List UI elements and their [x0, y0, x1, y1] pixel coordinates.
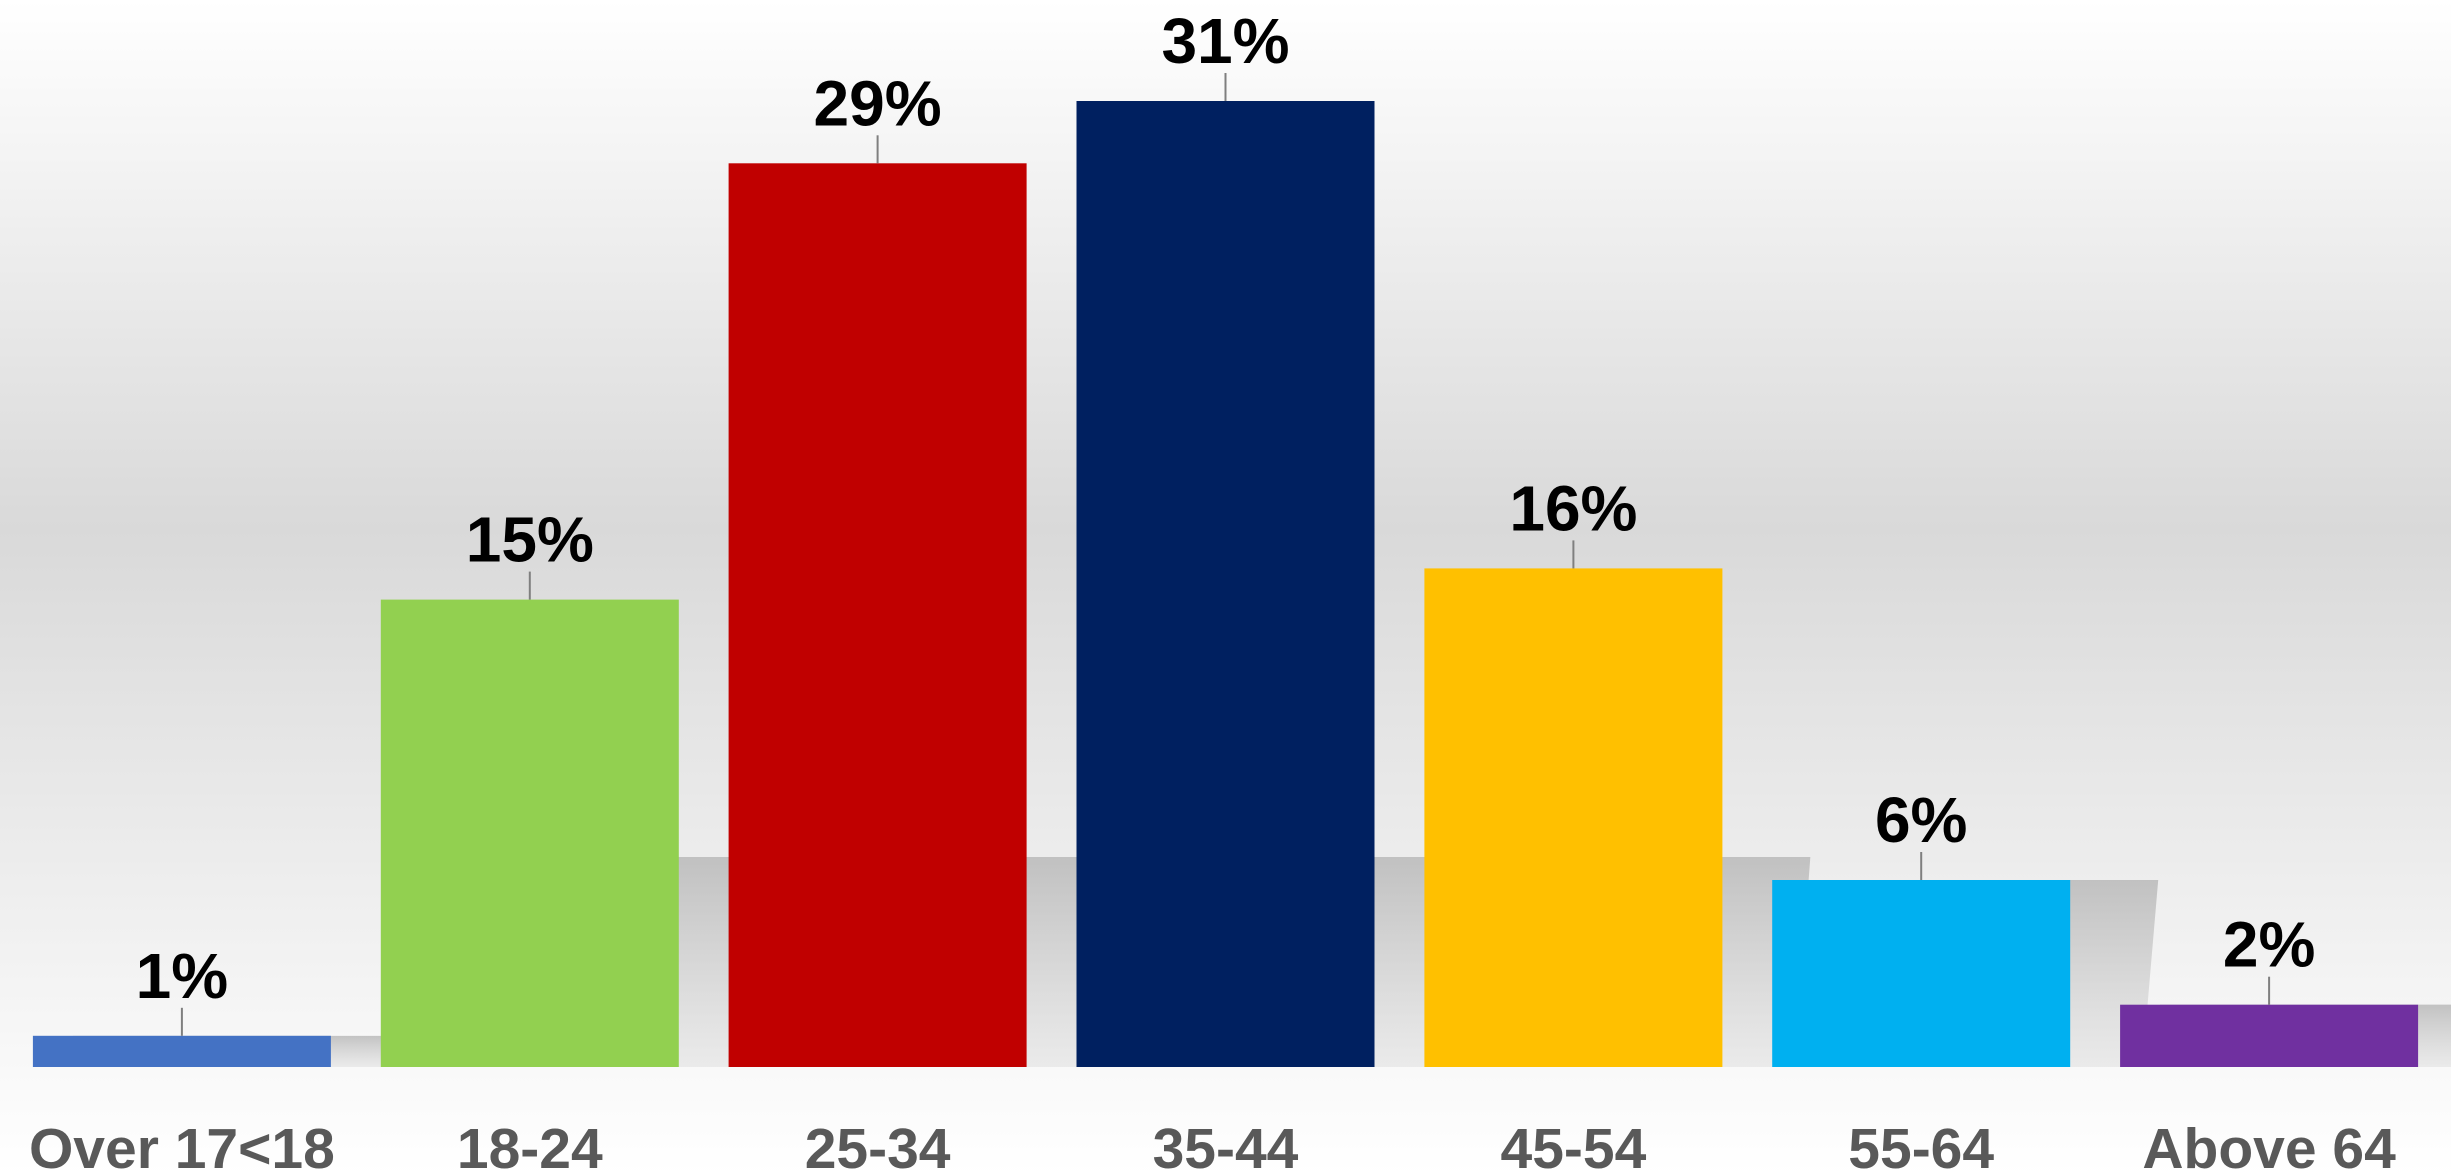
bars	[32, 101, 2419, 1068]
x-tick-label-3: 35-44	[1153, 1117, 1299, 1175]
data-label-1: 15%	[466, 504, 594, 576]
data-label-0: 1%	[136, 940, 229, 1012]
data-labels: 1% 15% 29% 31% 16% 6% 2%	[136, 5, 2316, 1012]
data-label-3: 31%	[1161, 5, 1289, 77]
bar-6	[2120, 1004, 2419, 1067]
x-tick-label-2: 25-34	[805, 1117, 951, 1175]
bar-1	[380, 599, 679, 1067]
data-label-2: 29%	[814, 67, 942, 139]
x-tick-label-0: Over 17<18	[29, 1117, 335, 1175]
x-tick-label-6: Above 64	[2142, 1117, 2396, 1175]
data-label-5: 6%	[1875, 784, 1968, 856]
x-tick-label-5: 55-64	[1848, 1117, 1994, 1175]
bar-2	[728, 163, 1027, 1068]
data-label-4: 16%	[1509, 472, 1637, 544]
x-tick-label-1: 18-24	[457, 1117, 603, 1175]
x-axis-tick-labels: Over 17<18 18-24 25-34 35-44 45-54 55-64 Above…	[29, 1117, 2396, 1175]
x-tick-label-4: 45-54	[1501, 1117, 1647, 1175]
bar-3	[1076, 101, 1375, 1067]
leader-lines	[180, 73, 2271, 1036]
bar-4	[1424, 568, 1723, 1067]
data-label-6: 2%	[2223, 909, 2316, 981]
bar-0	[32, 1035, 331, 1067]
bar-5	[1772, 880, 2071, 1067]
